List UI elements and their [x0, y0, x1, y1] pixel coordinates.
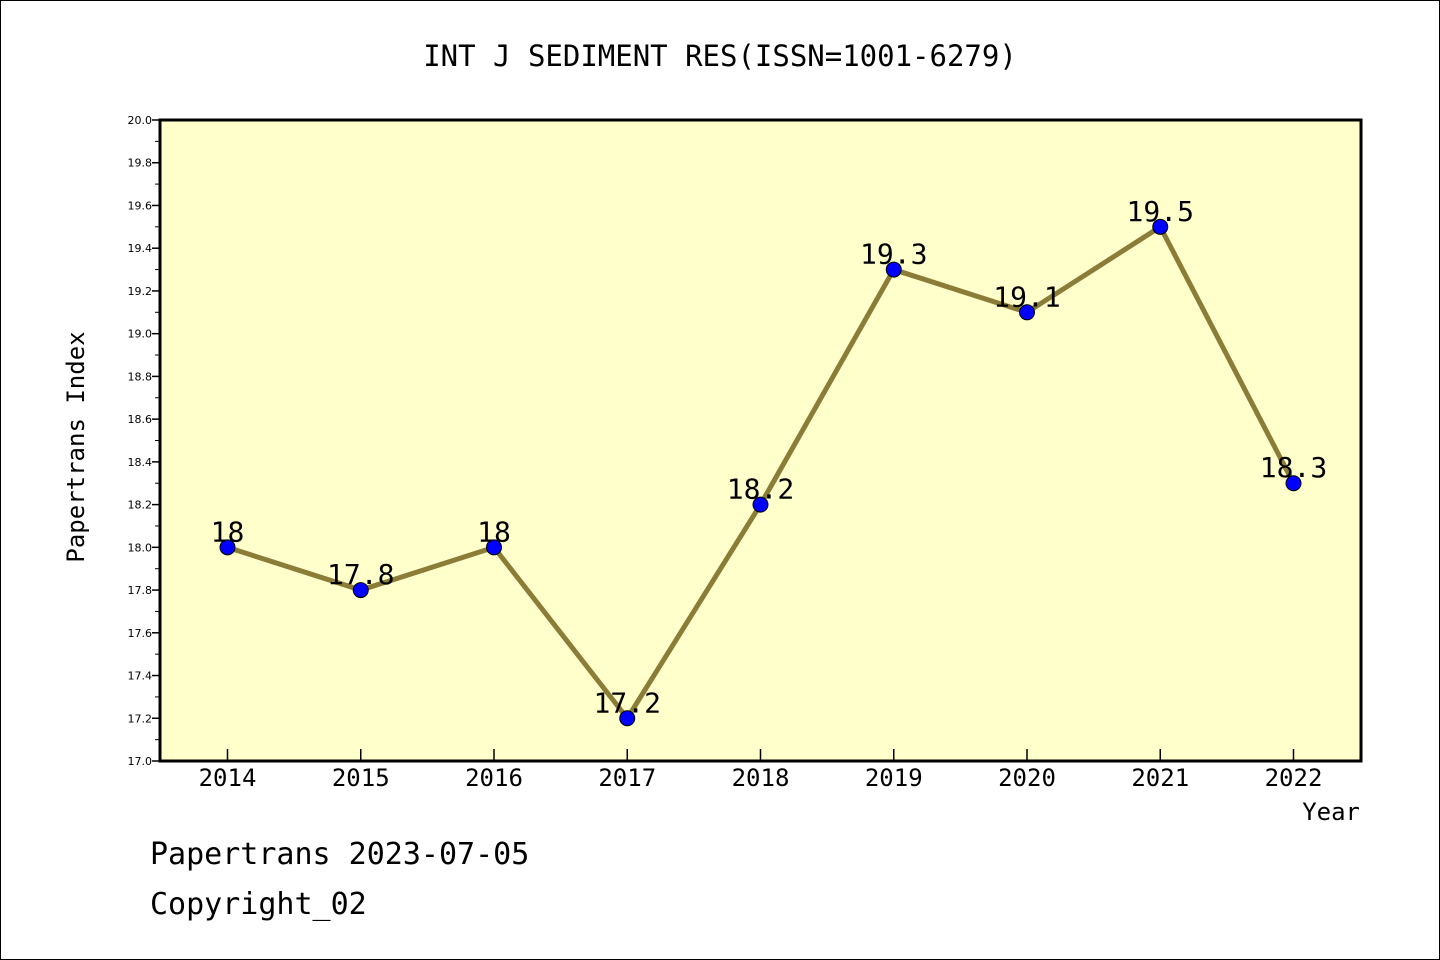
y-tick-label-18.6: 18.6 [128, 413, 153, 426]
data-point-2021 [1152, 218, 1169, 235]
x-tick-label-2015: 2015 [332, 764, 390, 792]
data-label-2020: 19.1 [993, 280, 1060, 313]
footer-source: Papertrans 2023-07-05 [150, 837, 529, 872]
x-axis-ticks: 2014 2015 2016 2017 2018 2019 2020 2021 2022 [199, 749, 1323, 792]
y-tick-label-17.0: 17.0 [128, 755, 153, 768]
data-label-2016: 18 [477, 515, 511, 548]
x-tick-label-2016: 2016 [465, 764, 523, 792]
chart-title: INT J SEDIMENT RES(ISSN=1001-6279) [423, 39, 1017, 73]
y-tick-label-17.8: 17.8 [128, 584, 153, 597]
y-tick-label-18.4: 18.4 [128, 456, 153, 469]
markers-group [219, 218, 1302, 727]
y-tick-label-17.2: 17.2 [128, 712, 153, 725]
x-tick-label-2020: 2020 [998, 764, 1056, 792]
y-tick-label-18.8: 18.8 [128, 370, 153, 383]
data-point-2015 [352, 582, 369, 599]
data-label-2014: 18 [211, 515, 245, 548]
x-tick-label-2014: 2014 [199, 764, 257, 792]
data-labels-group: 18 17.8 18 17.2 18.2 19.3 19.1 19.5 18.3 [211, 195, 1328, 719]
y-tick-label-17.4: 17.4 [128, 670, 153, 683]
data-point-2019 [885, 261, 902, 278]
data-label-2021: 19.5 [1127, 195, 1194, 228]
data-point-2022 [1285, 475, 1302, 492]
y-tick-label-19.0: 19.0 [128, 328, 153, 341]
x-tick-label-2018: 2018 [732, 764, 790, 792]
x-tick-label-2017: 2017 [598, 764, 656, 792]
data-label-2019: 19.3 [860, 238, 927, 271]
y-tick-label-19.8: 19.8 [128, 157, 153, 170]
data-label-2015: 17.8 [327, 558, 394, 591]
data-point-2014 [219, 539, 236, 556]
y-tick-label-19.6: 19.6 [128, 199, 153, 212]
y-tick-label-18.2: 18.2 [128, 499, 153, 512]
y-tick-label-17.6: 17.6 [128, 627, 153, 640]
y-tick-label-18.0: 18.0 [128, 541, 153, 554]
data-point-2020 [1019, 304, 1035, 321]
x-axis-label: Year [1302, 798, 1360, 826]
footer-copyright: Copyright_02 [150, 887, 367, 922]
y-tick-label-19.4: 19.4 [128, 242, 153, 255]
y-tick-label-19.2: 19.2 [128, 285, 153, 298]
x-tick-label-2021: 2021 [1131, 764, 1189, 792]
data-point-2017 [619, 710, 636, 727]
data-label-2018: 18.2 [727, 473, 794, 506]
y-tick-label-20.0: 20.0 [128, 114, 153, 127]
data-point-2016 [486, 539, 502, 556]
data-label-2017: 17.2 [594, 686, 661, 719]
y-axis-ticks: 17.0 17.2 17.4 17.6 17.8 18.0 18.2 18.4 18.6 18.8… [128, 114, 160, 768]
data-label-2022: 18.3 [1260, 451, 1327, 484]
y-axis-label: Papertrans Index [62, 331, 90, 562]
data-point-2018 [752, 496, 769, 513]
x-tick-label-2022: 2022 [1265, 764, 1323, 792]
x-tick-label-2019: 2019 [865, 764, 923, 792]
